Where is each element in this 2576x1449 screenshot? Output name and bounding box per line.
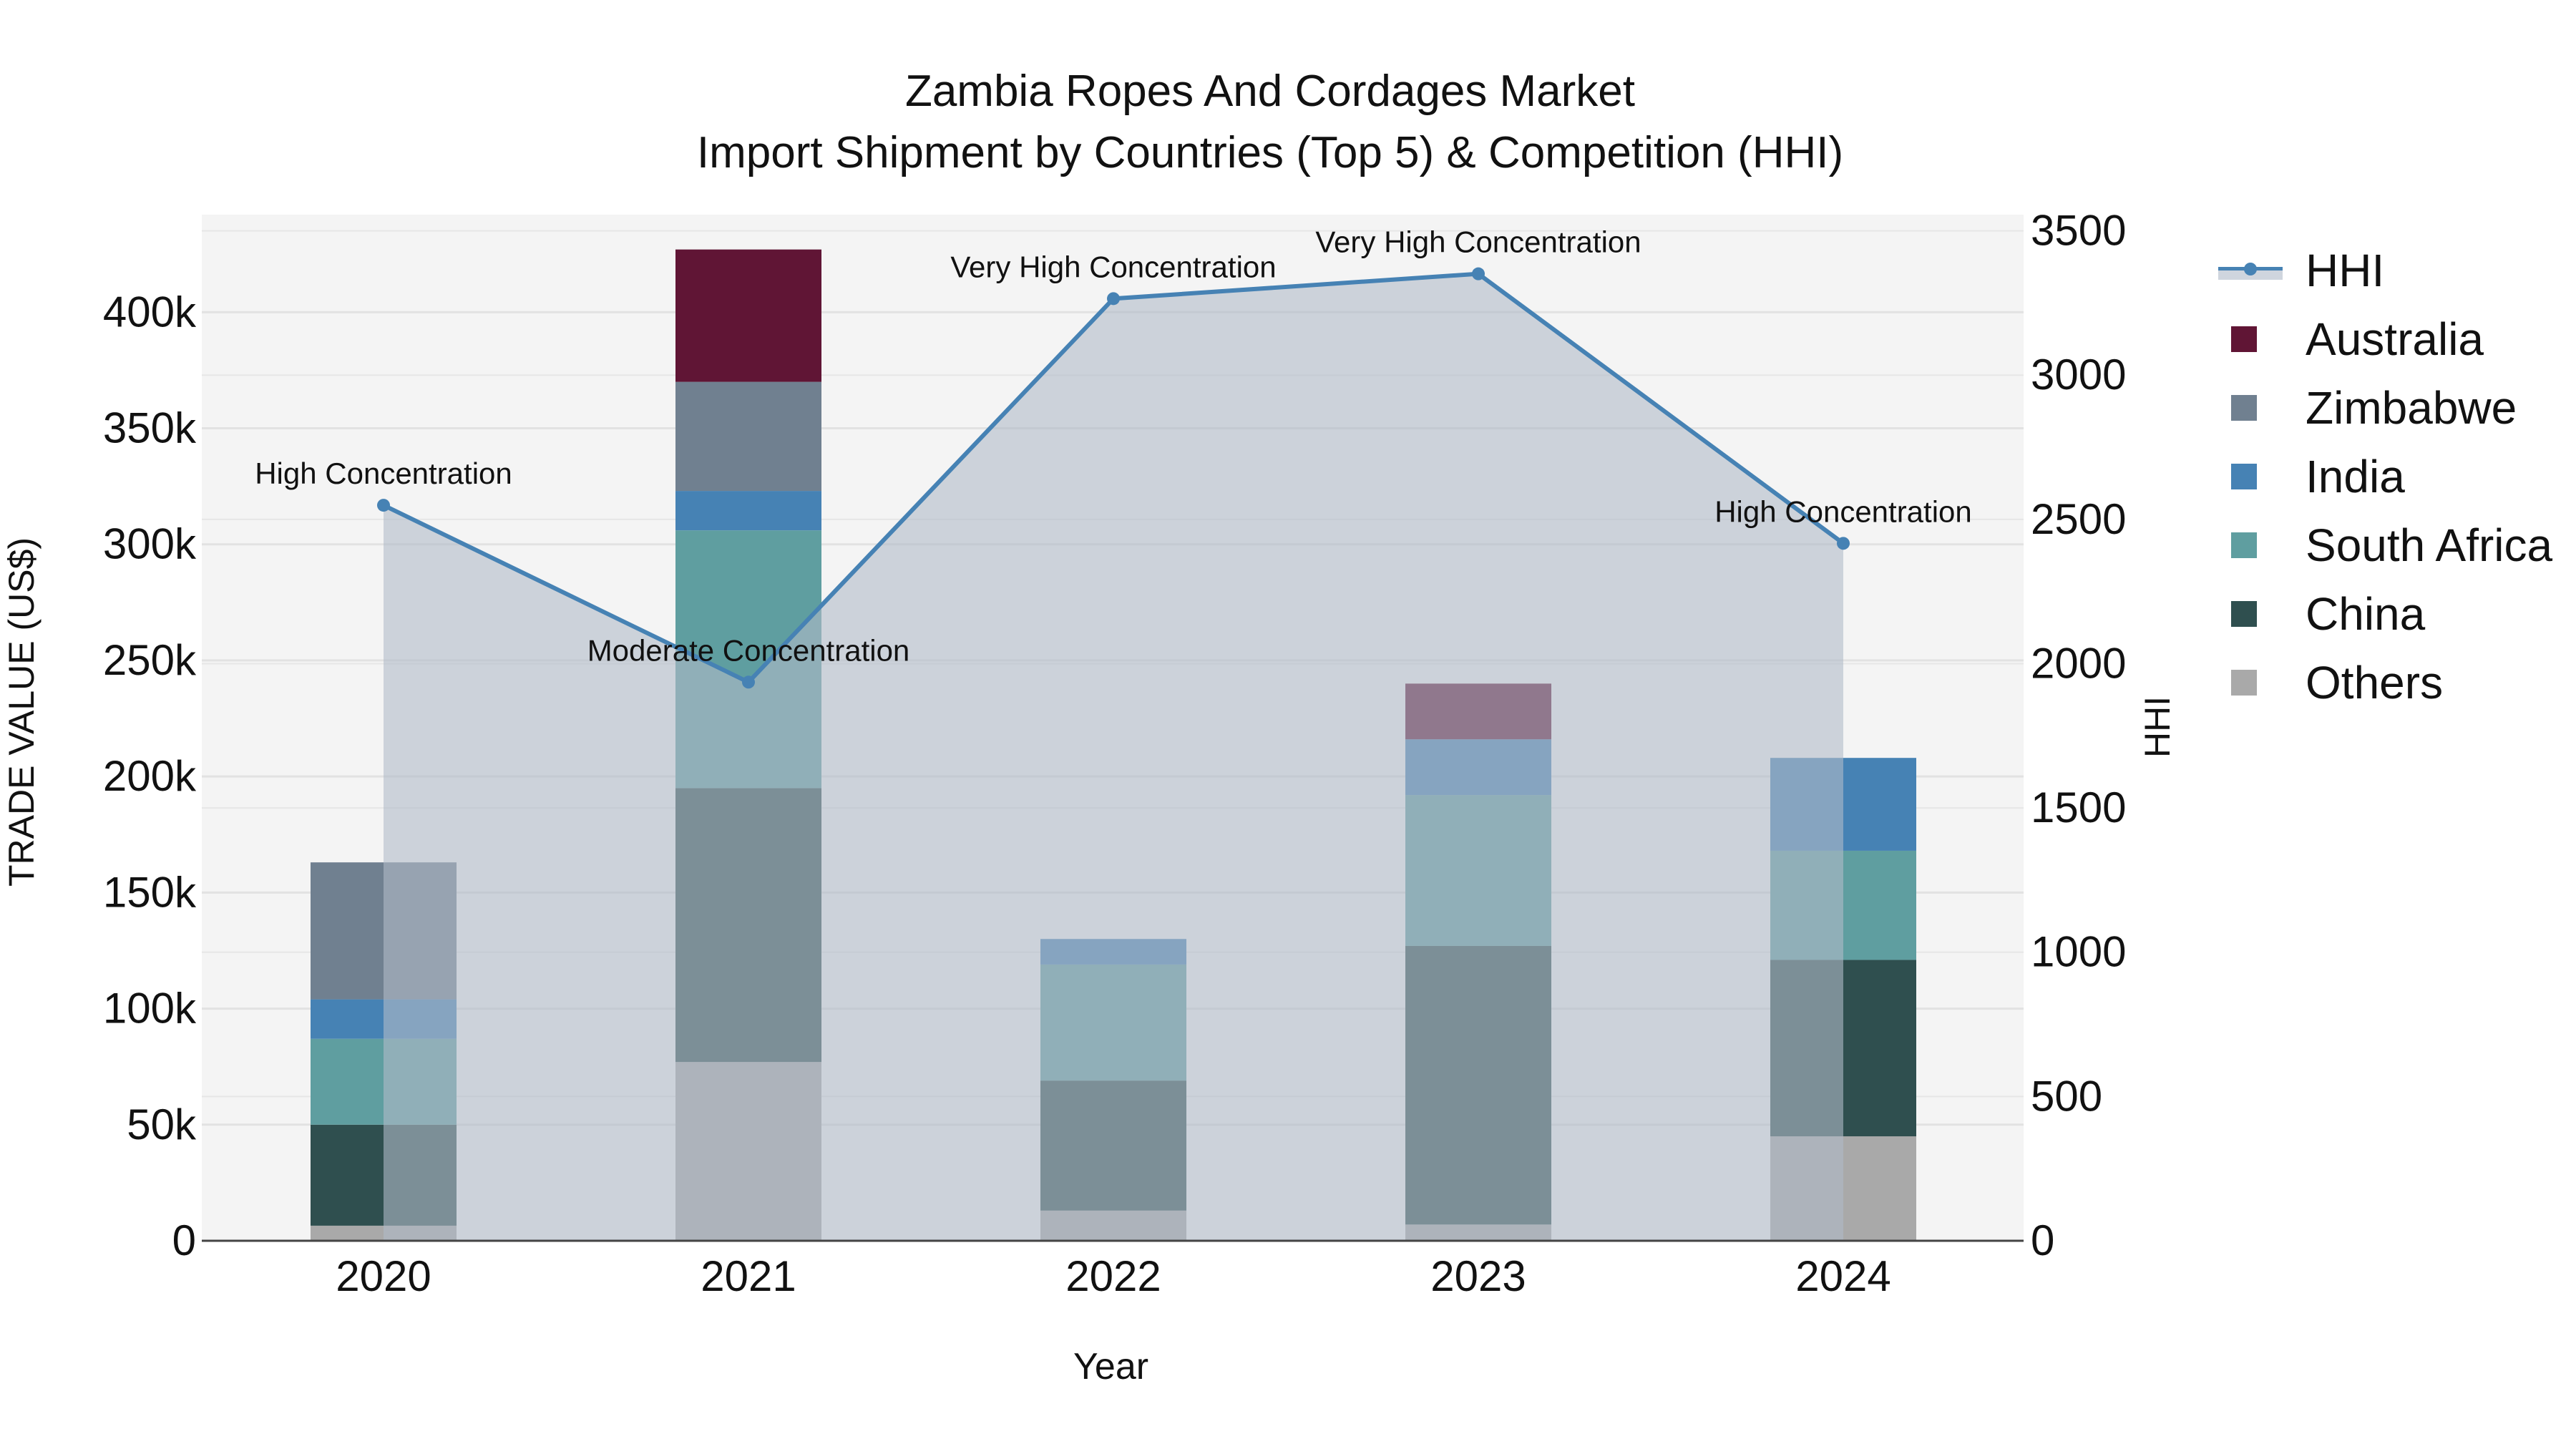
hhi-annotation: High Concentration — [255, 457, 512, 490]
bar-segment-australia[interactable] — [675, 249, 821, 382]
legend-item-china[interactable]: China — [2218, 580, 2552, 648]
y-tick-left: 150k — [103, 868, 197, 916]
y-tick-right: 1500 — [2031, 784, 2126, 831]
chart-title-line1: Zambia Ropes And Cordages Market — [904, 67, 1636, 116]
legend-label: Australia — [2306, 313, 2484, 365]
hhi-annotation: Very High Concentration — [1315, 225, 1641, 259]
y-axis-left-title: TRADE VALUE (US$) — [1, 537, 42, 887]
hhi-point[interactable] — [742, 675, 755, 689]
legend-swatch-icon — [2231, 395, 2257, 421]
y-tick-left: 200k — [103, 752, 197, 800]
legend-item-south-africa[interactable]: South Africa — [2218, 511, 2552, 580]
bar-segment-india[interactable] — [675, 491, 821, 531]
legend-label: China — [2306, 588, 2426, 640]
hhi-point[interactable] — [1107, 292, 1120, 306]
y-tick-right: 0 — [2031, 1216, 2054, 1264]
hhi-point[interactable] — [1837, 537, 1850, 550]
y-tick-left: 250k — [103, 636, 197, 684]
hhi-annotation: Very High Concentration — [950, 250, 1276, 283]
legend-item-australia[interactable]: Australia — [2218, 305, 2552, 374]
y-tick-left: 400k — [103, 288, 197, 336]
legend-label: Others — [2306, 657, 2444, 708]
chart-title-line2: Import Shipment by Countries (Top 5) & C… — [696, 128, 1844, 177]
legend-label: South Africa — [2306, 519, 2553, 571]
legend: HHI Australia Zimbabwe India South Africa Chi… — [2218, 236, 2552, 717]
y-tick-right: 3500 — [2031, 207, 2126, 255]
hhi-annotation: High Concentration — [1714, 494, 1972, 528]
y-tick-right: 2000 — [2031, 639, 2126, 687]
y-tick-right: 1000 — [2031, 928, 2126, 976]
legend-swatch-icon — [2231, 601, 2257, 627]
legend-item-india[interactable]: India — [2218, 442, 2552, 511]
y-tick-left: 100k — [103, 985, 197, 1033]
legend-item-zimbabwe[interactable]: Zimbabwe — [2218, 374, 2552, 442]
legend-label: India — [2306, 451, 2405, 502]
y-tick-right: 2500 — [2031, 495, 2126, 543]
y-tick-left: 0 — [172, 1216, 196, 1264]
bar-segment-zimbabwe[interactable] — [675, 381, 821, 492]
x-tick: 2023 — [1430, 1252, 1526, 1300]
x-tick: 2024 — [1795, 1252, 1890, 1300]
legend-swatch-icon — [2231, 670, 2257, 696]
y-tick-left: 350k — [103, 404, 197, 452]
legend-label: HHI — [2306, 245, 2385, 296]
legend-item-hhi[interactable]: HHI — [2218, 236, 2552, 305]
hhi-area — [384, 273, 1843, 1241]
hhi-annotation: Moderate Concentration — [587, 633, 910, 667]
y-tick-right: 500 — [2031, 1072, 2102, 1120]
hhi-point[interactable] — [1472, 267, 1485, 280]
legend-item-others[interactable]: Others — [2218, 648, 2552, 717]
legend-label: Zimbabwe — [2306, 382, 2517, 434]
x-tick: 2022 — [1065, 1252, 1161, 1300]
legend-swatch-icon — [2231, 464, 2257, 489]
y-tick-left: 300k — [103, 520, 197, 568]
y-axis-right-title: HHI — [2137, 696, 2177, 758]
x-tick: 2021 — [701, 1252, 796, 1300]
line-marker-icon — [2218, 260, 2283, 281]
x-axis-title: Year — [1073, 1346, 1149, 1387]
x-tick: 2020 — [336, 1252, 431, 1300]
legend-swatch-icon — [2231, 532, 2257, 558]
legend-swatch-icon — [2231, 326, 2257, 352]
y-tick-right: 3000 — [2031, 351, 2126, 399]
y-tick-left: 50k — [127, 1101, 197, 1148]
hhi-point[interactable] — [377, 499, 390, 512]
